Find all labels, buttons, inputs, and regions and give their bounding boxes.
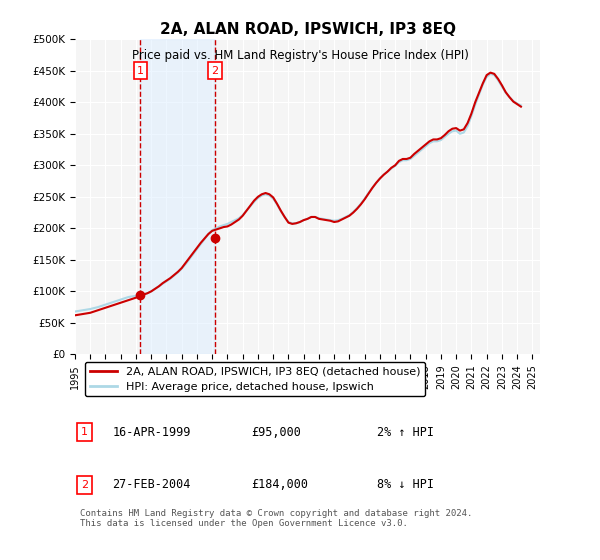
Text: 1: 1 [81,427,88,437]
Legend: 2A, ALAN ROAD, IPSWICH, IP3 8EQ (detached house), HPI: Average price, detached h: 2A, ALAN ROAD, IPSWICH, IP3 8EQ (detache… [85,362,425,396]
Text: 2: 2 [81,480,88,490]
Text: £184,000: £184,000 [252,478,309,492]
Text: 1: 1 [137,66,144,76]
Title: 2A, ALAN ROAD, IPSWICH, IP3 8EQ: 2A, ALAN ROAD, IPSWICH, IP3 8EQ [160,22,455,36]
Text: Contains HM Land Registry data © Crown copyright and database right 2024.
This d: Contains HM Land Registry data © Crown c… [80,508,472,528]
Text: £95,000: £95,000 [252,426,302,438]
Text: 2: 2 [211,66,218,76]
Text: 27-FEB-2004: 27-FEB-2004 [112,478,191,492]
Bar [140,39,215,354]
Text: 8% ↓ HPI: 8% ↓ HPI [377,478,434,492]
Text: 2% ↑ HPI: 2% ↑ HPI [377,426,434,438]
Text: Price paid vs. HM Land Registry's House Price Index (HPI): Price paid vs. HM Land Registry's House … [131,49,469,62]
Text: 16-APR-1999: 16-APR-1999 [112,426,191,438]
